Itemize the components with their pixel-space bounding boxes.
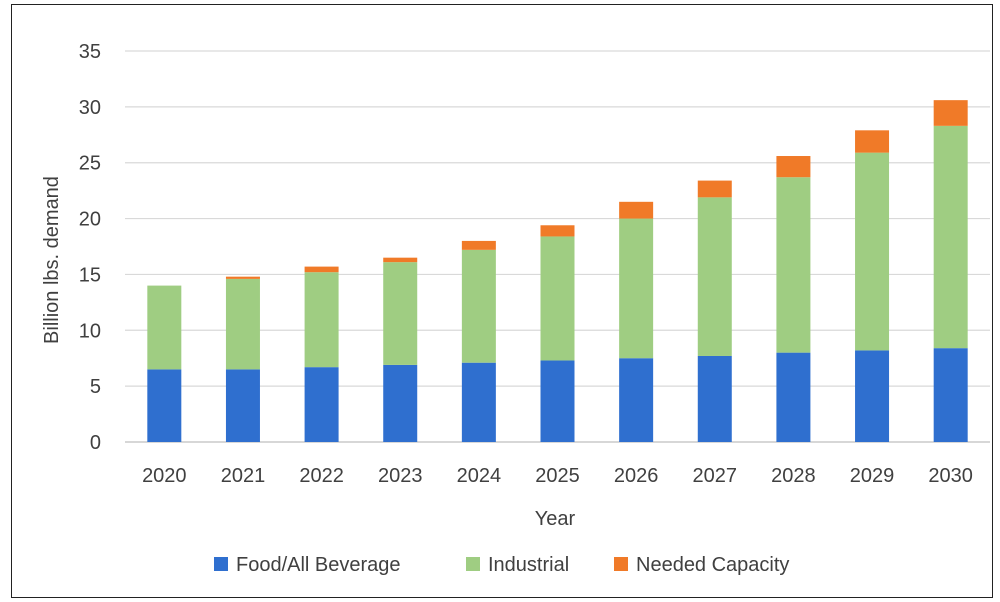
y-tick-label: 25: [79, 153, 101, 175]
x-tick-label: 2024: [457, 465, 502, 487]
bar-segment: [461, 362, 496, 442]
bar-segment: [225, 276, 260, 279]
y-tick-label: 35: [79, 41, 101, 63]
bar-segment: [619, 218, 654, 359]
bar-segment: [225, 369, 260, 442]
bar-segment: [540, 236, 575, 361]
bar-segment: [776, 177, 811, 353]
bar-segment: [461, 249, 496, 363]
legend-label: Industrial: [488, 554, 569, 576]
x-tick-labels: 2020 2021 2022 2023 2024 2025 2026 2027 2028 2029…: [142, 465, 973, 487]
legend-swatch: [466, 557, 480, 571]
y-tick-label: 5: [90, 376, 101, 398]
bar-segment: [147, 285, 182, 370]
bar-segment: [383, 364, 418, 442]
bar-segment: [933, 125, 968, 349]
bar-segment: [147, 369, 182, 442]
x-axis-title: Year: [535, 508, 576, 530]
y-tick-label: 20: [79, 209, 101, 231]
bar-segment: [933, 100, 968, 126]
bar-segment: [855, 130, 890, 153]
bar-segment: [933, 348, 968, 442]
legend-swatch: [214, 557, 228, 571]
legend-item: Food/All Beverage: [214, 554, 401, 576]
y-tick-label: 30: [79, 97, 101, 119]
legend: Food/All Beverage Industrial Needed Capaci…: [214, 554, 789, 576]
x-tick-label: 2028: [771, 465, 816, 487]
bars: [147, 100, 968, 442]
x-tick-label: 2027: [693, 465, 738, 487]
x-tick-label: 2029: [850, 465, 895, 487]
bar-segment: [540, 360, 575, 442]
legend-item: Needed Capacity: [614, 554, 789, 576]
x-tick-label: 2023: [378, 465, 423, 487]
bar-segment: [697, 355, 732, 442]
bar-segment: [304, 272, 339, 368]
x-tick-label: 2021: [221, 465, 266, 487]
y-tick-labels: 0 5 10 15 20 25 30 35: [79, 41, 101, 454]
legend-label: Needed Capacity: [636, 554, 789, 576]
bar-segment: [855, 350, 890, 442]
bar-segment: [304, 266, 339, 273]
bar-segment: [461, 240, 496, 250]
x-tick-label: 2020: [142, 465, 187, 487]
y-tick-label: 15: [79, 264, 101, 286]
bar-segment: [619, 201, 654, 219]
bar-segment: [225, 278, 260, 370]
bar-segment: [540, 225, 575, 237]
x-tick-label: 2025: [535, 465, 580, 487]
y-axis-title: Billion lbs. demand: [41, 176, 63, 344]
x-tick-label: 2026: [614, 465, 659, 487]
x-tick-label: 2022: [299, 465, 344, 487]
legend-swatch: [614, 557, 628, 571]
legend-label: Food/All Beverage: [236, 554, 401, 576]
y-tick-label: 0: [90, 432, 101, 454]
bar-segment: [697, 197, 732, 356]
bar-segment: [619, 358, 654, 442]
legend-item: Industrial: [466, 554, 569, 576]
gridlines: [125, 50, 990, 443]
bar-segment: [776, 352, 811, 442]
bar-segment: [383, 262, 418, 365]
bar-segment: [697, 180, 732, 198]
bar-segment: [776, 156, 811, 178]
bar-segment: [304, 367, 339, 442]
bar-segment: [383, 257, 418, 263]
x-tick-label: 2030: [928, 465, 973, 487]
y-tick-label: 10: [79, 320, 101, 342]
bar-segment: [855, 152, 890, 351]
